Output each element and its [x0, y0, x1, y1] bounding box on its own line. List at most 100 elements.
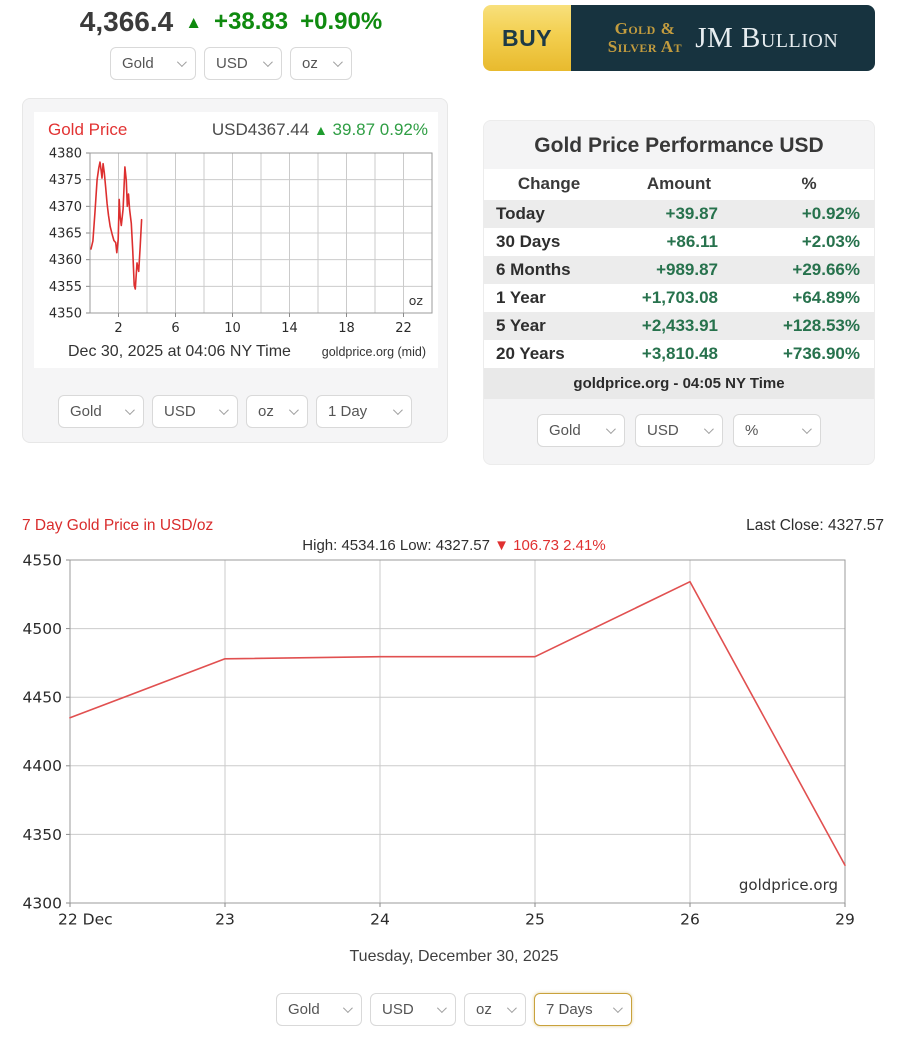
- column-header: Change: [517, 174, 581, 193]
- performance-title: Gold Price Performance USD: [534, 134, 824, 157]
- svg-text:4375: 4375: [49, 173, 82, 188]
- table-row: Today +39.87 +0.92%: [484, 200, 874, 228]
- price-change-percent: +0.90%: [300, 8, 383, 35]
- jm-bullion-banner[interactable]: BUY Gold & Silver At JM Bullion: [483, 5, 875, 71]
- svg-text:4370: 4370: [49, 200, 82, 215]
- metal-select[interactable]: Gold: [537, 414, 625, 447]
- period-label: 5 Year: [496, 316, 546, 335]
- intraday-chart-title: Gold Price: [48, 120, 128, 139]
- select-value: USD: [382, 1001, 414, 1018]
- last-close-label: Last Close: 4327.57: [746, 517, 884, 534]
- chevron-down-icon: [218, 405, 229, 416]
- table-row: 6 Months +989.87 +29.66%: [484, 256, 874, 284]
- change-percent: +2.03%: [801, 232, 860, 251]
- performance-card: Gold Price Performance USD Change Amount%…: [483, 120, 875, 465]
- change-amount: +2,433.91: [641, 316, 718, 335]
- select-value: 7 Days: [546, 1001, 593, 1018]
- live-quote-header: 4,366.4 ▲ +38.83 +0.90% Gold USD oz: [0, 6, 462, 80]
- select-value: Gold: [122, 55, 154, 72]
- period-label: 6 Months: [496, 260, 571, 279]
- select-value: oz: [476, 1001, 492, 1018]
- week-chart-title: 7 Day Gold Price in USD/oz: [22, 517, 214, 534]
- chevron-down-icon: [262, 57, 273, 68]
- quote-change: 39.87 0.92%: [332, 120, 428, 139]
- spot-price: 4,366.4: [79, 6, 174, 37]
- period-label: Today: [496, 204, 545, 223]
- chevron-down-icon: [506, 1003, 517, 1014]
- svg-text:4355: 4355: [49, 280, 82, 295]
- currency-select[interactable]: USD: [370, 993, 456, 1026]
- chevron-down-icon: [703, 424, 714, 435]
- svg-text:18: 18: [338, 321, 355, 336]
- quote-price: USD4367.44: [211, 120, 310, 139]
- chevron-down-icon: [612, 1003, 623, 1014]
- change-percent: +29.66%: [792, 260, 860, 279]
- jm-bullion-logo: JM Bullion: [695, 21, 839, 54]
- price-change: +38.83: [214, 8, 289, 35]
- performance-footer: goldprice.org - 04:05 NY Time: [484, 368, 874, 399]
- unit-select[interactable]: %: [733, 414, 821, 447]
- week-chart: 4300 4350 4400 4450 4500 4550 22 Dec 23 24 25 26 29…: [23, 552, 855, 929]
- svg-text:4365: 4365: [49, 227, 82, 242]
- table-row: 20 Years +3,810.48 +736.90%: [484, 340, 874, 368]
- change-amount: +39.87: [665, 204, 718, 223]
- svg-text:6: 6: [171, 321, 179, 336]
- svg-text:25: 25: [525, 911, 545, 929]
- change-percent: +736.90%: [782, 344, 860, 363]
- chevron-down-icon: [342, 1003, 353, 1014]
- currency-select[interactable]: USD: [204, 47, 282, 80]
- select-value: USD: [164, 403, 196, 420]
- svg-text:4450: 4450: [23, 689, 62, 707]
- svg-text:4500: 4500: [23, 620, 62, 638]
- intraday-quote: USD4367.44 ▲ 39.87 0.92%: [212, 120, 428, 140]
- metal-select[interactable]: Gold: [276, 993, 362, 1026]
- svg-text:4350: 4350: [23, 826, 62, 844]
- chevron-down-icon: [332, 57, 343, 68]
- svg-text:14: 14: [281, 321, 298, 336]
- svg-text:4360: 4360: [49, 253, 82, 268]
- metal-select[interactable]: Gold: [58, 395, 144, 428]
- range-select[interactable]: 7 Days: [534, 993, 632, 1026]
- chevron-down-icon: [801, 424, 812, 435]
- up-arrow-icon: ▲: [185, 12, 203, 32]
- select-value: 1 Day: [328, 403, 368, 420]
- select-value: Gold: [288, 1001, 320, 1018]
- unit-select[interactable]: oz: [246, 395, 308, 428]
- week-high-low: High: 4534.16 Low: 4327.57 ▼ 106.73 2.41…: [302, 537, 606, 554]
- svg-text:4380: 4380: [49, 147, 82, 162]
- buy-button[interactable]: BUY: [483, 5, 571, 71]
- svg-text:23: 23: [215, 911, 235, 929]
- intraday-chart-card: Gold Price USD4367.44 ▲ 39.87 0.92% 4350…: [22, 98, 448, 443]
- change-amount: +1,703.08: [641, 288, 718, 307]
- select-value: oz: [258, 403, 274, 420]
- select-value: %: [745, 422, 759, 439]
- range-select[interactable]: 1 Day: [316, 395, 412, 428]
- intraday-timestamp: Dec 30, 2025 at 04:06 NY Time: [68, 343, 291, 360]
- unit-select[interactable]: oz: [290, 47, 352, 80]
- banner-tagline: Gold & Silver At: [607, 19, 683, 56]
- column-header: %: [801, 174, 817, 193]
- intraday-chart-panel: Gold Price USD4367.44 ▲ 39.87 0.92% 4350…: [34, 112, 438, 368]
- svg-text:4400: 4400: [23, 757, 62, 775]
- svg-text:oz: oz: [409, 293, 424, 308]
- currency-select[interactable]: USD: [635, 414, 723, 447]
- svg-text:4300: 4300: [23, 894, 62, 912]
- svg-text:24: 24: [370, 911, 390, 929]
- change-percent: +128.53%: [782, 316, 860, 335]
- chevron-down-icon: [176, 57, 187, 68]
- table-header-row: Change Amount%: [484, 169, 874, 200]
- change-percent: +64.89%: [792, 288, 860, 307]
- intraday-chart: 4350 4355 4360 4365 4370 4375 4380 2 6 10 14 18 22 oz: [49, 147, 433, 336]
- period-label: 1 Year: [496, 288, 546, 307]
- table-row: 30 Days +86.11 +2.03%: [484, 228, 874, 256]
- chevron-down-icon: [124, 405, 135, 416]
- metal-select[interactable]: Gold: [110, 47, 196, 80]
- performance-table: Change Amount% Today +39.87 +0.92% 30 Days +8…: [484, 169, 874, 368]
- currency-select[interactable]: USD: [152, 395, 238, 428]
- week-date-caption: Tuesday, December 30, 2025: [349, 948, 559, 965]
- select-value: Gold: [549, 422, 581, 439]
- select-value: Gold: [70, 403, 102, 420]
- change-amount: +3,810.48: [641, 344, 718, 363]
- unit-select[interactable]: oz: [464, 993, 526, 1026]
- select-value: oz: [302, 55, 318, 72]
